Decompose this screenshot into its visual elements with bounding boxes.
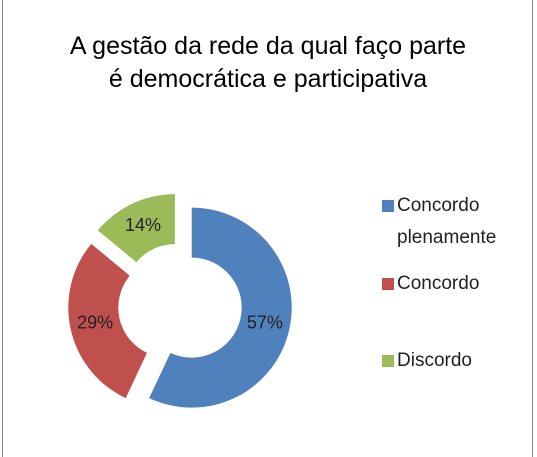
slice: [97, 194, 175, 263]
legend-item: Concordo plenamente: [382, 190, 529, 254]
data-label: 14%: [125, 215, 161, 235]
slice: [68, 243, 148, 399]
legend-label: Concordo: [397, 273, 480, 294]
slice: [149, 207, 292, 408]
data-label: 57%: [247, 313, 283, 333]
legend-swatch: [382, 200, 394, 212]
data-label: 29%: [77, 313, 113, 333]
legend-item: Discordo: [382, 345, 529, 377]
legend-label: Concordo plenamente: [397, 195, 497, 248]
chart-title: A gestão da rede da qual faço parte é de…: [69, 32, 467, 93]
legend-label: Discordo: [397, 350, 472, 371]
legend-item: Concordo: [382, 268, 529, 300]
legend-swatch: [382, 355, 394, 367]
legend-swatch: [382, 278, 394, 290]
